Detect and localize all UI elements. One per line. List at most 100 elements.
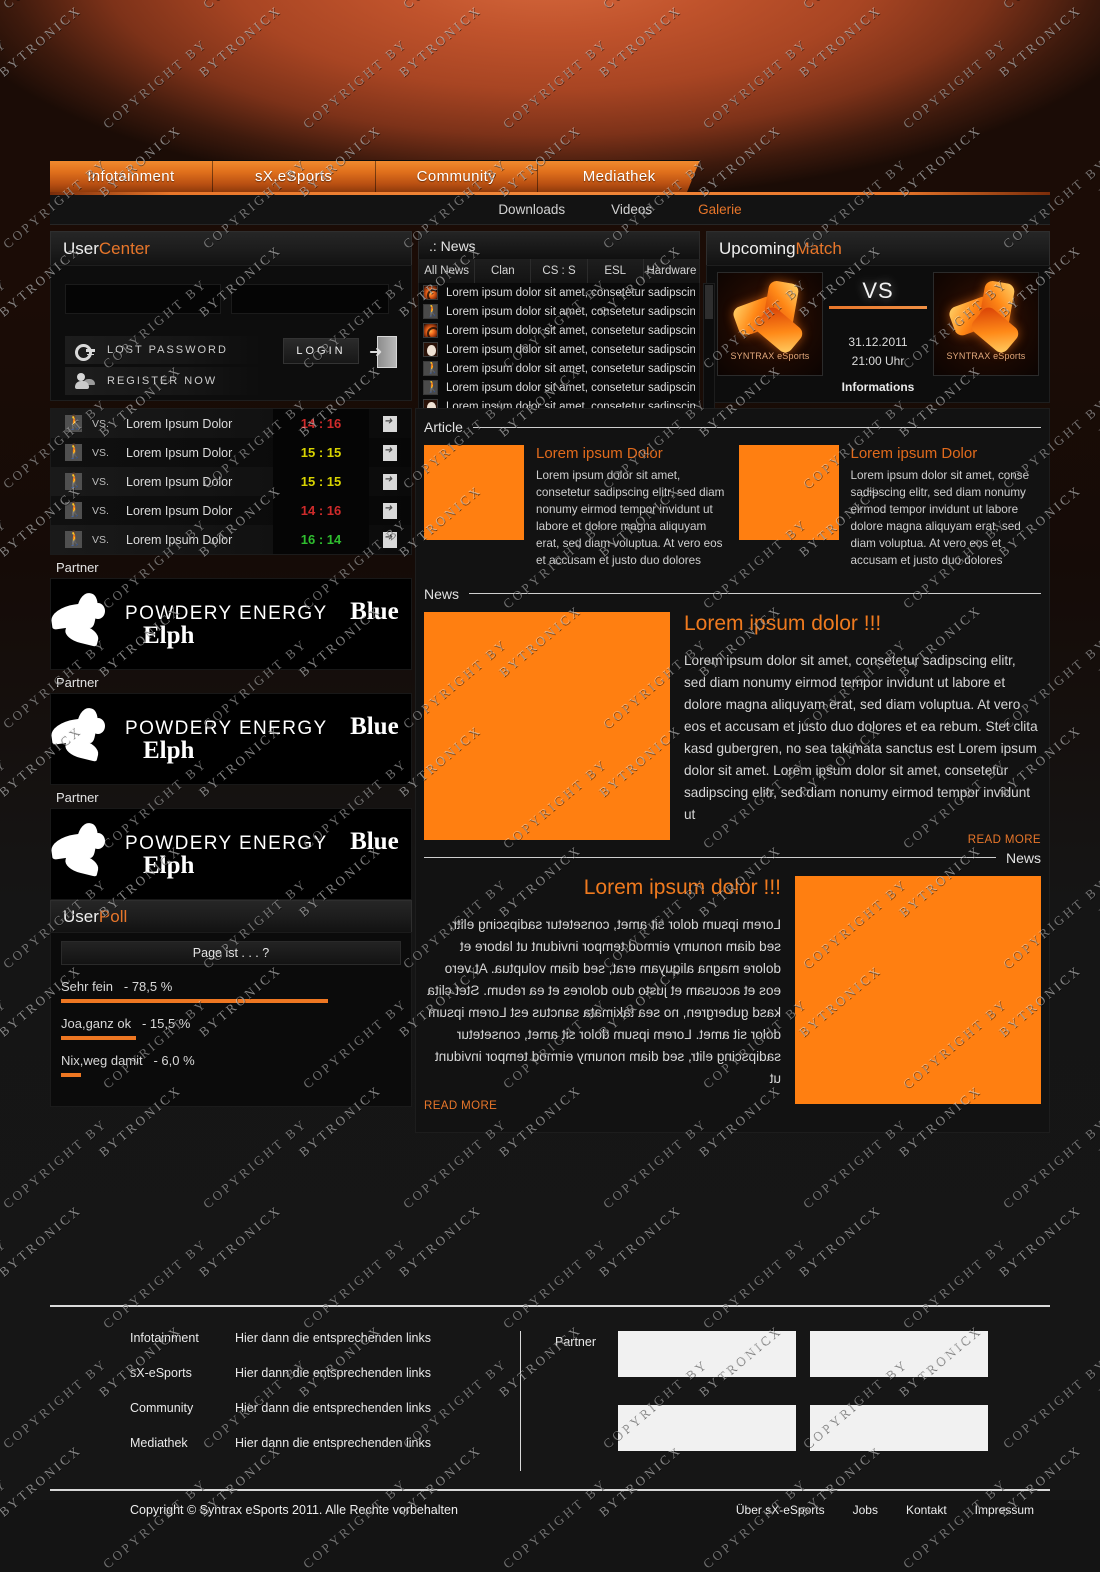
news-list-item[interactable]: Lorem ipsum dolor sit amet, consetetur s… <box>419 283 699 302</box>
footer-about-link[interactable]: Über sX-eSports <box>735 1503 825 1517</box>
table-row[interactable]: VS. Lorem Ipsum Dolor 15 : 15 <box>51 438 411 467</box>
document-arrow-icon <box>383 502 397 519</box>
partner-banner[interactable]: POWDERY ENERGY Blue Elph <box>50 693 412 785</box>
password-input[interactable] <box>231 284 389 314</box>
page-root: Infotainment sX.eSports Community Mediat… <box>0 0 1100 1500</box>
subnav-item-videos[interactable]: Videos <box>611 202 653 217</box>
subnav-item-galerie[interactable]: Galerie <box>698 202 742 217</box>
poll-option[interactable]: Nix,weg damit - 6,0 % <box>61 1053 401 1077</box>
vs-label: VS <box>862 278 894 303</box>
elf-logo-icon <box>51 591 121 657</box>
read-more-link[interactable]: READ MORE <box>424 1100 498 1113</box>
usercenter-title: User Center <box>50 231 412 265</box>
usercenter-body: LOST PASSWORD REGISTER NOW LOGIN <box>50 265 412 401</box>
top-content-row: User Center LOST PASSWORD R <box>50 225 1050 415</box>
upcoming-match-body: SYNTRAX eSports VS 31.12.2011 21:00 Uhr … <box>706 265 1050 403</box>
partner-text: POWDERY ENERGY Blue Elph <box>125 714 411 763</box>
partner-line3: Elph <box>143 621 195 649</box>
upcoming-match-panel: Upcoming Match SYNTRAX eSports VS 31.12.2… <box>706 231 1050 415</box>
footer-link-desc: Hier dann die entsprechenden links <box>235 1401 431 1415</box>
lost-password-link[interactable]: LOST PASSWORD <box>65 336 261 364</box>
sub-navigation[interactable]: Downloads Videos Galerie <box>50 195 1050 225</box>
main-navigation[interactable]: Infotainment sX.eSports Community Mediat… <box>50 160 700 192</box>
document-arrow-icon <box>383 415 397 432</box>
news-body: Lorem ipsum dolor sit amet, consetetur s… <box>427 916 781 1087</box>
news-tabs[interactable]: All News Clan CS : S ESL Hardware <box>418 259 700 283</box>
article-thumbnail <box>738 445 839 540</box>
partner-line1: POWDERY ENERGY <box>125 602 328 624</box>
news-tab-esl[interactable]: ESL <box>587 259 644 283</box>
usercenter-panel: User Center LOST PASSWORD R <box>50 231 412 415</box>
news-list-item[interactable]: Lorem ipsum dolor sit amet, consetetur s… <box>419 359 699 378</box>
player-icon <box>423 361 438 376</box>
poll-option[interactable]: Sehr fein - 78,5 % <box>61 979 401 1003</box>
news-article-1: Lorem ipsum dolor !!! Lorem ipsum dolor … <box>424 611 1041 848</box>
table-row[interactable]: VS. Lorem Ipsum Dolor 14 : 16 <box>51 496 411 525</box>
partner-banner[interactable]: POWDERY ENERGY Blue Elph <box>50 808 412 900</box>
register-now-link[interactable]: REGISTER NOW <box>65 367 261 395</box>
nav-label: Mediathek <box>582 168 656 185</box>
read-more-link[interactable]: READ MORE <box>967 833 1041 846</box>
match-informations-link[interactable]: Informations <box>841 380 915 395</box>
match-detail-link[interactable] <box>369 473 411 490</box>
poll-question: Page ist . . . ? <box>61 941 401 965</box>
match-title-a: Upcoming <box>719 238 796 258</box>
match-detail-link[interactable] <box>369 502 411 519</box>
nav-item-community[interactable]: Community <box>376 161 539 192</box>
nav-item-infotainment[interactable]: Infotainment <box>50 161 213 192</box>
news-tab-hardware[interactable]: Hardware <box>643 259 700 283</box>
poll-bar-fill <box>61 1036 136 1040</box>
partner-banner[interactable]: POWDERY ENERGY Blue Elph <box>50 578 412 670</box>
table-row[interactable]: VS. Lorem Ipsum Dolor 14 : 16 <box>51 409 411 438</box>
opponent-name: Lorem Ipsum Dolor <box>126 474 233 489</box>
opponent-name: Lorem Ipsum Dolor <box>126 532 233 547</box>
partner-logo-box[interactable] <box>810 1405 988 1451</box>
login-button[interactable]: LOGIN <box>283 338 359 364</box>
footer-partner-area: Partner <box>521 1331 1050 1471</box>
news-list-item[interactable]: Lorem ipsum dolor sit amet, consetetur s… <box>419 321 699 340</box>
usercenter-title-b: Center <box>98 238 150 258</box>
footer-jobs-link[interactable]: Jobs <box>852 1503 878 1517</box>
poll-option-label: Nix,weg damit - 6,0 % <box>61 1053 401 1068</box>
footer-link-community[interactable]: Community <box>130 1401 194 1415</box>
article-item[interactable]: Lorem ipsum Dolor Lorem ipsum dolor sit … <box>424 445 727 570</box>
match-detail-link[interactable] <box>369 531 411 548</box>
navigation-rule <box>50 192 1050 195</box>
footer-link-sx-esports[interactable]: sX-eSports <box>130 1366 192 1380</box>
username-input[interactable] <box>65 284 221 314</box>
footer-impressum-link[interactable]: Impressum <box>974 1503 1034 1517</box>
footer-kontakt-link[interactable]: Kontakt <box>905 1503 947 1517</box>
team-logo-left[interactable]: SYNTRAX eSports <box>717 272 823 376</box>
nav-item-sx-esports[interactable]: sX.eSports <box>213 161 376 192</box>
table-row[interactable]: VS. Lorem Ipsum Dolor 15 : 15 <box>51 467 411 496</box>
footer-link-infotainment[interactable]: Infotainment <box>130 1331 199 1345</box>
login-door-icon[interactable] <box>369 336 397 368</box>
news-panel: .: News All News Clan CS : S ESL Hardwar… <box>418 231 715 415</box>
partner-logo-box[interactable] <box>618 1405 796 1451</box>
article-item[interactable]: Lorem ipsum Dolor Lorem ipsum dolor sit … <box>738 445 1042 570</box>
news-list-item[interactable]: Lorem ipsum dolor sit amet, consetetur s… <box>419 302 699 321</box>
team-logo-right[interactable]: SYNTRAX eSports <box>933 272 1039 376</box>
footer-link-mediathek[interactable]: Mediathek <box>130 1436 188 1450</box>
news-list-item[interactable]: Lorem ipsum dolor sit amet, consetetur s… <box>419 340 699 359</box>
news-list-item[interactable]: Lorem ipsum dolor sit amet, consetetur s… <box>419 378 699 397</box>
vs-label: VS. <box>92 475 109 488</box>
partner-logo-box[interactable] <box>618 1331 796 1377</box>
subnav-item-downloads[interactable]: Downloads <box>498 202 566 217</box>
news-tab-css[interactable]: CS : S <box>531 259 588 283</box>
news-tab-all[interactable]: All News <box>419 259 476 283</box>
footer-row: sX-eSports Hier dann die entsprechenden … <box>130 1366 520 1380</box>
match-detail-link[interactable] <box>369 444 411 461</box>
partner-logo-box[interactable] <box>810 1331 988 1377</box>
news-tab-clan[interactable]: Clan <box>475 259 532 283</box>
scrollbar-thumb[interactable] <box>705 285 713 319</box>
elf-logo-icon <box>51 706 121 772</box>
footer-link-desc: Hier dann die entsprechenden links <box>235 1331 431 1345</box>
match-score: 15 : 15 <box>273 438 369 467</box>
nav-item-mediathek[interactable]: Mediathek <box>538 161 700 192</box>
match-detail-link[interactable] <box>369 415 411 432</box>
table-row[interactable]: VS. Lorem Ipsum Dolor 16 : 14 <box>51 525 411 554</box>
poll-option[interactable]: Joa,ganz ok - 15,5 % <box>61 1016 401 1040</box>
vs-label: VS. <box>92 417 109 430</box>
news-scrollbar[interactable] <box>703 283 715 414</box>
